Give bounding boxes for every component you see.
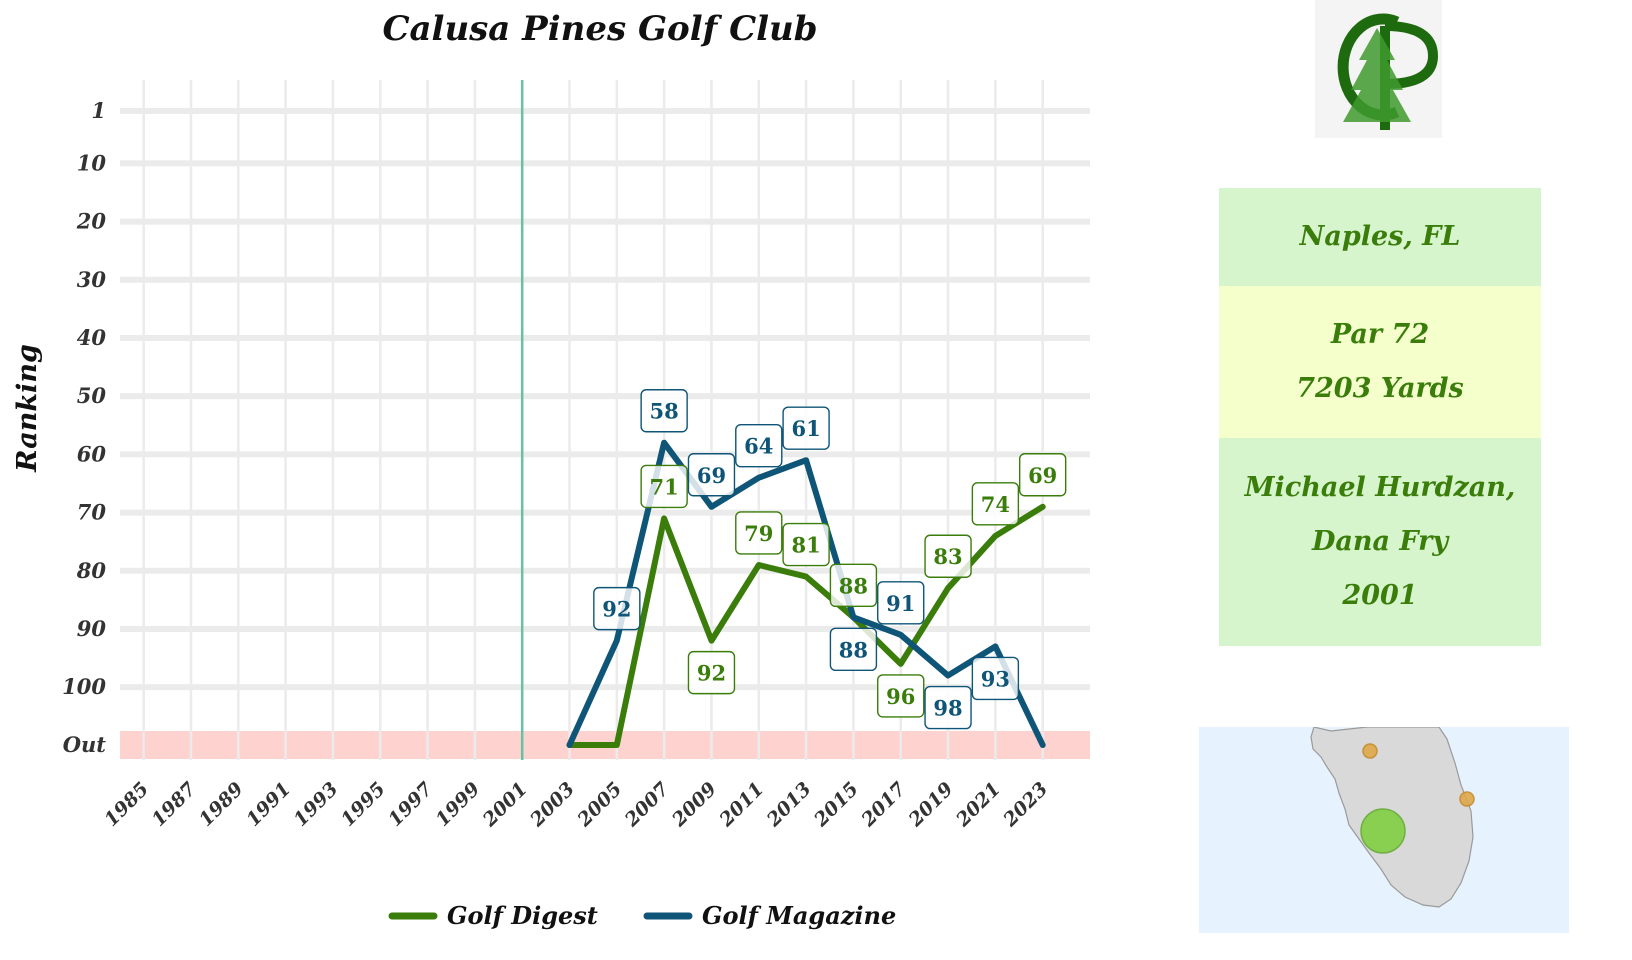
x-tick-label: 2017 xyxy=(857,778,911,832)
x-tick-label: 1987 xyxy=(148,778,201,831)
ranking-chart: Calusa Pines Golf Club Ranking 1 10 20 30 40… xyxy=(12,9,1090,930)
location-text: Naples, FL xyxy=(1299,221,1461,252)
pine-tree-icon xyxy=(1337,13,1439,130)
data-label-box xyxy=(640,389,688,433)
par-text: Par 72 xyxy=(1330,319,1430,350)
y-axis-title: Ranking xyxy=(12,344,43,473)
data-label-box xyxy=(971,482,1020,526)
y-tick-label: 100 xyxy=(62,674,106,699)
data-label-box xyxy=(971,656,1020,701)
architect-box: Michael Hurdzan, Dana Fry 2001 xyxy=(1219,438,1541,646)
series-line xyxy=(566,439,1046,748)
x-tick-label: 1997 xyxy=(384,778,437,831)
opened-year-text: 2001 xyxy=(1342,580,1418,611)
other-course-marker xyxy=(1362,743,1378,759)
data-label-box xyxy=(924,534,972,578)
data-label: 98 xyxy=(933,696,962,721)
y-tick-label: 1 xyxy=(91,98,106,123)
this-course-marker xyxy=(1360,808,1406,854)
yards-text: 7203 Yards xyxy=(1296,373,1464,404)
club-logo xyxy=(1315,0,1442,138)
y-tick-label: 70 xyxy=(77,500,107,525)
y-tick-label: 40 xyxy=(77,325,107,350)
data-label: 88 xyxy=(839,637,868,662)
legend-label: Golf Digest xyxy=(447,901,598,930)
x-tick-label: 2001 xyxy=(478,778,532,832)
course-stats-box: Par 72 7203 Yards xyxy=(1219,286,1541,438)
legend: Golf Digest Golf Magazine xyxy=(388,901,896,930)
architect-line-2: Dana Fry xyxy=(1311,526,1449,557)
x-tick-label: 1993 xyxy=(290,778,343,831)
location-box: Naples, FL xyxy=(1219,188,1541,286)
data-label: 69 xyxy=(1028,463,1057,488)
data-label: 88 xyxy=(839,573,868,598)
data-label-box xyxy=(1018,453,1067,497)
x-tick-label: 1985 xyxy=(100,778,153,831)
data-label-box xyxy=(829,563,878,608)
x-tick-label: 1995 xyxy=(337,778,390,831)
y-tick-label: 90 xyxy=(77,616,107,641)
data-label-box xyxy=(829,627,878,672)
x-tick-label: 2009 xyxy=(667,778,721,832)
data-label-box xyxy=(593,586,641,631)
x-tick-label: 1999 xyxy=(431,778,484,831)
data-label: 74 xyxy=(981,492,1010,517)
data-label-box xyxy=(735,423,783,468)
data-label: 69 xyxy=(697,463,726,488)
data-label: 91 xyxy=(886,591,915,616)
plot-area: 1102030405060708090100Out198519871989199… xyxy=(62,80,1090,832)
data-label: 71 xyxy=(650,474,679,499)
x-tick-label: 2005 xyxy=(573,778,627,832)
other-course-marker xyxy=(1459,791,1475,807)
legend-label: Golf Magazine xyxy=(702,901,896,930)
y-tick-label: Out xyxy=(63,732,107,757)
data-label: 93 xyxy=(981,666,1010,691)
y-tick-label: 10 xyxy=(77,150,107,175)
architect-line-1: Michael Hurdzan, xyxy=(1244,472,1516,503)
data-label-box xyxy=(782,522,830,567)
x-tick-label: 2013 xyxy=(762,778,816,832)
x-tick-label: 2021 xyxy=(951,778,1005,832)
x-tick-label: 1991 xyxy=(242,778,295,831)
data-label: 92 xyxy=(602,597,631,622)
x-tick-label: 1989 xyxy=(195,778,248,831)
x-tick-label: 2023 xyxy=(999,778,1053,832)
x-tick-label: 2019 xyxy=(904,778,958,832)
data-label: 64 xyxy=(744,434,773,459)
y-tick-label: 30 xyxy=(77,267,107,292)
data-label-box xyxy=(687,453,736,497)
data-label: 92 xyxy=(697,661,726,686)
data-label-box xyxy=(924,685,972,730)
data-label: 83 xyxy=(933,544,962,569)
x-tick-label: 2015 xyxy=(809,778,863,832)
data-label: 96 xyxy=(886,684,915,709)
y-tick-label: 60 xyxy=(77,441,107,466)
data-label-box xyxy=(640,464,688,509)
data-label-box xyxy=(877,674,925,718)
data-label: 61 xyxy=(791,416,820,441)
data-label: 58 xyxy=(650,399,679,424)
data-label-box xyxy=(782,406,830,450)
y-tick-label: 80 xyxy=(76,558,107,583)
x-tick-label: 2011 xyxy=(715,778,769,832)
data-label-box xyxy=(687,650,736,695)
x-tick-label: 2003 xyxy=(525,778,579,832)
x-tick-label: 2007 xyxy=(620,778,674,832)
florida-map-icon xyxy=(1310,727,1475,908)
y-tick-label: 20 xyxy=(76,209,107,234)
data-label-box xyxy=(735,511,783,555)
data-label: 81 xyxy=(791,533,820,558)
y-tick-label: 50 xyxy=(77,383,107,408)
course-info-panel: Naples, FL Par 72 7203 Yards Michael Hur… xyxy=(1219,188,1541,646)
data-label-box xyxy=(877,581,925,625)
location-map xyxy=(1199,727,1569,933)
data-label: 79 xyxy=(744,521,773,546)
chart-title: Calusa Pines Golf Club xyxy=(382,9,817,49)
